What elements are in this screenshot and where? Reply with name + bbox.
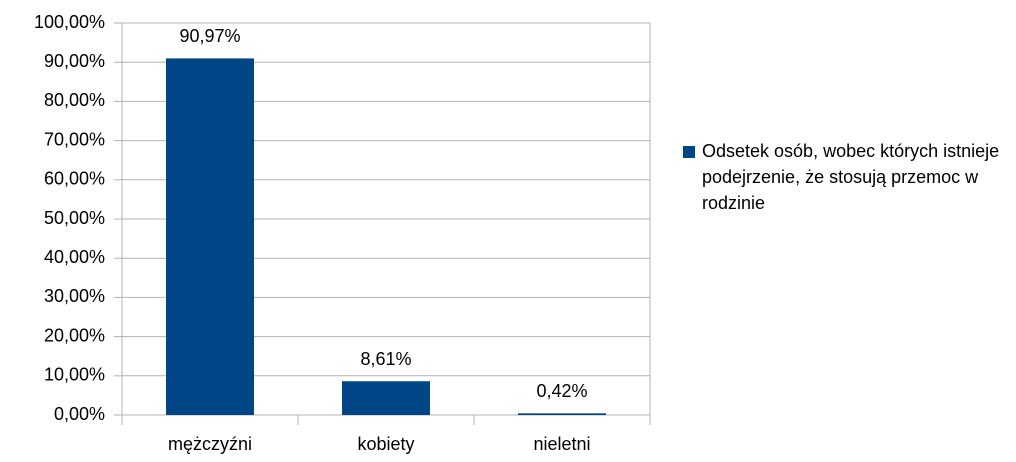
y-tick-label: 50,00% <box>44 208 105 228</box>
y-tick-label: 20,00% <box>44 325 105 345</box>
x-tick-label: mężczyźni <box>168 434 252 454</box>
legend-label: Odsetek osób, wobec których istnieje pod… <box>702 141 1000 213</box>
y-tick-label: 40,00% <box>44 247 105 267</box>
data-label: 0,42% <box>536 381 587 401</box>
y-tick-label: 30,00% <box>44 286 105 306</box>
bar <box>342 381 430 415</box>
data-label: 90,97% <box>179 26 240 46</box>
legend-swatch <box>683 146 695 158</box>
y-tick-label: 70,00% <box>44 129 105 149</box>
y-tick-label: 60,00% <box>44 169 105 189</box>
y-tick-label: 10,00% <box>44 365 105 385</box>
y-tick-label: 90,00% <box>44 51 105 71</box>
bar <box>518 413 606 415</box>
data-label: 8,61% <box>360 349 411 369</box>
y-tick-label: 0,00% <box>54 404 105 424</box>
y-tick-label: 100,00% <box>34 12 105 32</box>
y-tick-label: 80,00% <box>44 90 105 110</box>
bar <box>166 58 254 416</box>
x-tick-label: kobiety <box>357 434 414 454</box>
x-tick-label: nieletni <box>533 434 590 454</box>
